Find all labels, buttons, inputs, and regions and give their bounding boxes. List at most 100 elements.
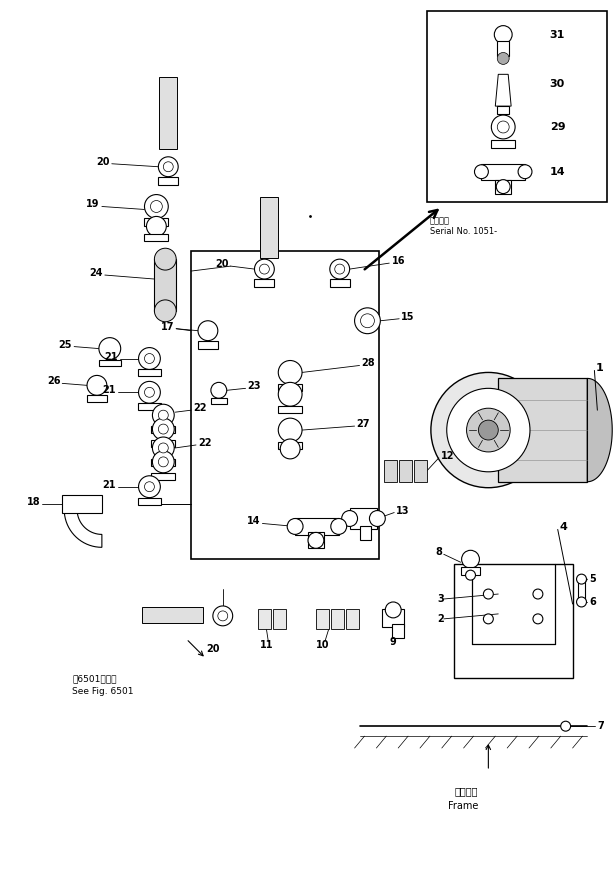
Text: 19: 19 <box>86 199 100 210</box>
Bar <box>453 564 573 678</box>
Circle shape <box>577 574 586 584</box>
Circle shape <box>152 418 174 440</box>
Circle shape <box>155 248 176 270</box>
Text: 1: 1 <box>596 364 603 374</box>
Circle shape <box>158 457 168 467</box>
Bar <box>137 369 161 376</box>
Bar <box>274 609 286 629</box>
Circle shape <box>278 360 302 384</box>
Bar <box>278 384 302 391</box>
Circle shape <box>152 437 174 459</box>
Text: 31: 31 <box>550 30 565 40</box>
Bar <box>497 106 509 114</box>
Bar <box>495 180 511 194</box>
Text: 適用車輌
Serial No. 1051-: 適用車輌 Serial No. 1051- <box>430 217 497 236</box>
Text: 5: 5 <box>590 574 596 584</box>
Bar <box>492 140 515 148</box>
Text: 3: 3 <box>437 594 444 604</box>
Text: 9: 9 <box>390 637 397 647</box>
Circle shape <box>494 26 512 43</box>
Circle shape <box>370 511 385 527</box>
Bar <box>278 442 302 449</box>
Circle shape <box>533 614 543 624</box>
Text: 26: 26 <box>47 376 60 387</box>
Text: 6: 6 <box>590 597 596 607</box>
Text: 20: 20 <box>206 644 220 654</box>
Text: 25: 25 <box>59 339 72 350</box>
Circle shape <box>278 418 302 442</box>
Bar <box>350 507 378 529</box>
Circle shape <box>152 404 174 426</box>
Circle shape <box>163 162 173 172</box>
Bar <box>87 396 107 403</box>
Circle shape <box>497 53 509 64</box>
Circle shape <box>211 382 227 398</box>
Bar <box>346 609 359 629</box>
Circle shape <box>342 511 357 527</box>
Polygon shape <box>64 509 102 547</box>
Circle shape <box>484 589 493 599</box>
Circle shape <box>479 420 498 440</box>
Bar <box>497 41 509 56</box>
Bar <box>160 78 177 149</box>
Bar <box>261 196 278 258</box>
Circle shape <box>158 411 168 420</box>
Circle shape <box>213 606 233 626</box>
Circle shape <box>145 195 168 218</box>
Bar <box>259 609 271 629</box>
Circle shape <box>139 381 160 403</box>
Circle shape <box>278 382 302 406</box>
Bar <box>399 460 412 482</box>
Circle shape <box>447 389 530 472</box>
Circle shape <box>155 300 176 322</box>
Circle shape <box>461 551 479 568</box>
Bar <box>145 218 168 226</box>
Circle shape <box>331 519 347 535</box>
Circle shape <box>474 165 488 179</box>
Bar <box>295 517 339 536</box>
Circle shape <box>466 570 476 580</box>
Text: 13: 13 <box>396 506 410 515</box>
Circle shape <box>158 157 178 177</box>
Text: 16: 16 <box>392 256 406 266</box>
Text: 17: 17 <box>161 322 174 332</box>
Bar <box>427 11 607 202</box>
Circle shape <box>145 388 155 397</box>
Bar <box>152 440 175 447</box>
Circle shape <box>497 121 509 133</box>
Text: 27: 27 <box>357 419 370 429</box>
Bar <box>330 279 350 287</box>
Circle shape <box>280 439 300 459</box>
Bar <box>152 473 175 480</box>
Circle shape <box>431 373 546 488</box>
Bar <box>137 498 161 505</box>
Circle shape <box>334 264 345 274</box>
Text: 29: 29 <box>550 122 565 132</box>
Bar <box>152 459 175 466</box>
Circle shape <box>150 201 163 212</box>
Bar <box>360 527 371 540</box>
Bar <box>498 379 588 482</box>
Circle shape <box>533 589 543 599</box>
Circle shape <box>492 115 515 139</box>
Circle shape <box>152 451 174 473</box>
Text: 4: 4 <box>560 522 567 532</box>
Text: 21: 21 <box>102 480 116 490</box>
Circle shape <box>577 597 586 607</box>
Bar <box>578 579 585 601</box>
Text: 20: 20 <box>215 259 229 269</box>
Text: 10: 10 <box>316 640 330 649</box>
Text: 21: 21 <box>102 385 116 396</box>
Text: 23: 23 <box>248 381 261 391</box>
Circle shape <box>484 614 493 624</box>
Circle shape <box>287 519 303 535</box>
Circle shape <box>147 217 166 236</box>
Bar <box>331 609 344 629</box>
Circle shape <box>518 165 532 179</box>
Bar <box>62 494 102 513</box>
Bar <box>384 460 397 482</box>
Text: Frame: Frame <box>448 801 479 811</box>
Bar <box>137 403 161 411</box>
Bar <box>158 177 178 185</box>
Circle shape <box>360 314 375 328</box>
